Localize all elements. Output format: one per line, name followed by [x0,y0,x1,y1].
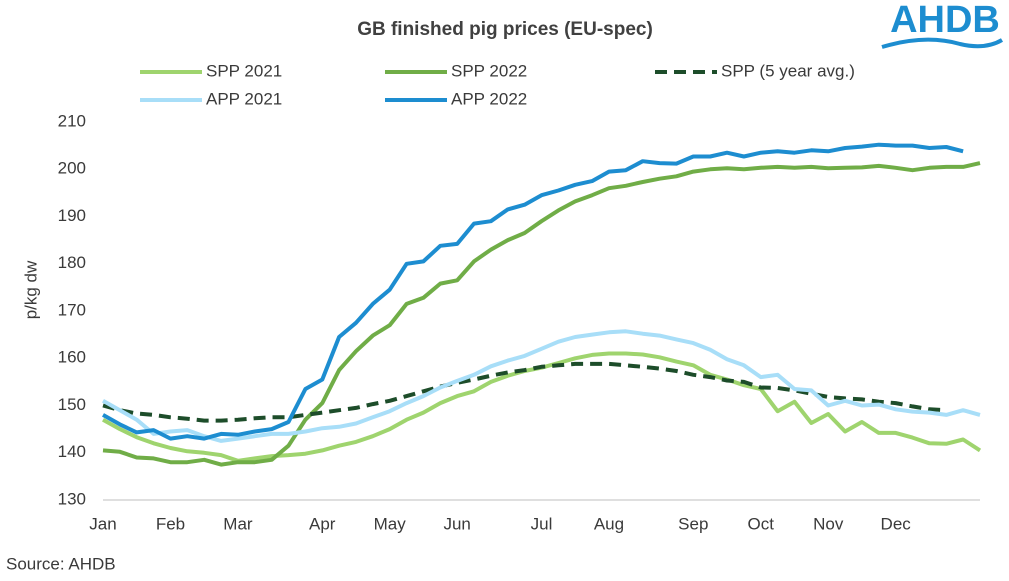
y-tick-label: 160 [58,348,86,367]
x-tick-label: Jun [443,514,470,533]
chart-title: GB finished pig prices (EU-spec) [357,19,653,40]
x-tick-label: Apr [309,514,336,533]
legend-label: APP 2022 [451,89,527,108]
x-tick-label: Feb [156,514,185,533]
logo: AHDB [890,0,1000,41]
y-tick-label: 150 [58,395,86,414]
y-tick-label: 200 [58,159,86,178]
legend-label: SPP 2021 [206,61,282,80]
series-line [102,361,947,423]
y-tick-label: 140 [58,442,86,461]
y-tick-label: 190 [58,206,86,225]
x-tick-label: Dec [881,514,912,533]
y-tick-label: 130 [58,489,86,508]
legend-label: SPP 2022 [451,61,527,80]
series-line [102,142,964,441]
x-tick-label: May [374,514,407,533]
source-note: Source: AHDB [6,554,116,573]
legend-label: APP 2021 [206,89,282,108]
y-tick-label: 180 [58,253,86,272]
series-line [102,329,981,443]
y-tick-label: 170 [58,300,86,319]
logo-swoosh [881,37,1004,49]
x-tick-label: Mar [223,514,253,533]
y-tick-label: 210 [58,111,86,130]
series-line [102,351,982,463]
y-axis-label: p/kg dw [21,260,40,319]
x-tick-label: Jul [531,514,553,533]
series-line [102,161,981,467]
x-tick-label: Aug [594,514,624,533]
x-tick-label: Sep [678,514,708,533]
legend-label: SPP (5 year avg.) [721,61,855,80]
x-tick-label: Oct [748,514,775,533]
x-tick-label: Nov [813,514,844,533]
x-tick-label: Jan [89,514,116,533]
